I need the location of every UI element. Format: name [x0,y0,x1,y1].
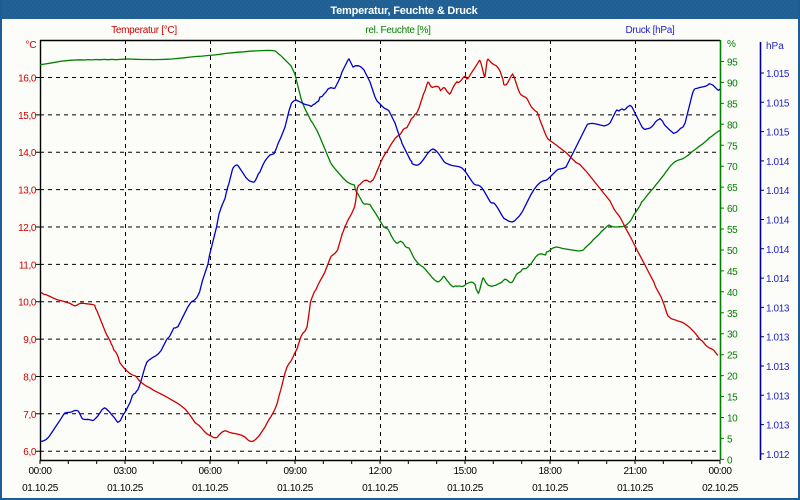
svg-text:1.013: 1.013 [766,303,790,314]
svg-text:09:00: 09:00 [283,466,307,477]
svg-text:18:00: 18:00 [538,466,562,477]
svg-text:14,0: 14,0 [18,148,37,159]
svg-text:01.10.25: 01.10.25 [617,483,654,494]
svg-text:03:00: 03:00 [113,466,137,477]
svg-text:01.10.25: 01.10.25 [22,483,59,494]
svg-text:5: 5 [727,434,733,445]
svg-text:85: 85 [727,99,738,110]
svg-text:9,0: 9,0 [23,335,37,346]
svg-text:1.012: 1.012 [766,450,790,461]
svg-text:01.10.25: 01.10.25 [277,483,314,494]
svg-text:hPa: hPa [766,41,784,52]
svg-text:90: 90 [727,78,738,89]
svg-text:1.015: 1.015 [766,98,790,109]
svg-text:01.10.25: 01.10.25 [362,483,399,494]
svg-text:rel. Feuchte [%]: rel. Feuchte [%] [365,25,431,36]
svg-text:20: 20 [727,372,738,383]
svg-text:50: 50 [727,246,738,257]
svg-text:00:00: 00:00 [708,466,732,477]
svg-text:25: 25 [727,351,738,362]
svg-text:10: 10 [727,414,738,425]
svg-text:1.013: 1.013 [766,391,790,402]
svg-text:13,0: 13,0 [18,186,37,197]
svg-text:00:00: 00:00 [28,466,52,477]
svg-text:1.014: 1.014 [766,186,790,197]
svg-text:01.10.25: 01.10.25 [447,483,484,494]
svg-text:10,0: 10,0 [18,298,37,309]
svg-text:11,0: 11,0 [19,260,37,271]
svg-text:80: 80 [727,120,738,131]
svg-text:12,0: 12,0 [18,223,37,234]
svg-text:02.10.25: 02.10.25 [702,483,739,494]
svg-text:1.015: 1.015 [766,128,790,139]
svg-text:1.013: 1.013 [766,421,790,432]
svg-text:8,0: 8,0 [23,373,37,384]
svg-text:Temperatur [°C]: Temperatur [°C] [111,25,177,36]
svg-text:45: 45 [727,267,738,278]
svg-text:Temperatur, Feuchte & Druck: Temperatur, Feuchte & Druck [330,5,478,17]
svg-text:65: 65 [727,183,738,194]
svg-text:01.10.25: 01.10.25 [532,483,569,494]
svg-text:6,0: 6,0 [23,447,37,458]
svg-text:30: 30 [727,330,738,341]
svg-text:0: 0 [727,455,733,466]
svg-text:1.014: 1.014 [766,274,790,285]
svg-text:15:00: 15:00 [453,466,477,477]
svg-text:Druck [hPa]: Druck [hPa] [626,25,675,36]
svg-text:7,0: 7,0 [23,410,37,421]
svg-text:70: 70 [727,162,738,173]
svg-text:1.014: 1.014 [766,216,790,227]
svg-text:15,0: 15,0 [18,111,37,122]
svg-text:1.015: 1.015 [766,69,790,80]
svg-text:1.013: 1.013 [766,333,790,344]
svg-text:01.10.25: 01.10.25 [192,483,229,494]
svg-text:%: % [727,39,736,50]
svg-text:55: 55 [727,225,738,236]
svg-text:1.014: 1.014 [766,245,790,256]
svg-text:15: 15 [727,393,738,404]
svg-text:95: 95 [727,58,738,69]
svg-text:01.10.25: 01.10.25 [107,483,144,494]
svg-text:21:00: 21:00 [623,466,647,477]
svg-text:40: 40 [727,288,738,299]
svg-text:1.013: 1.013 [766,362,790,373]
svg-text:12:00: 12:00 [368,466,392,477]
svg-text:1.014: 1.014 [766,157,790,168]
svg-text:°C: °C [25,40,36,51]
svg-text:75: 75 [727,141,738,152]
svg-text:16,0: 16,0 [18,74,37,85]
svg-text:06:00: 06:00 [198,466,222,477]
svg-text:35: 35 [727,309,738,320]
svg-text:60: 60 [727,204,738,215]
